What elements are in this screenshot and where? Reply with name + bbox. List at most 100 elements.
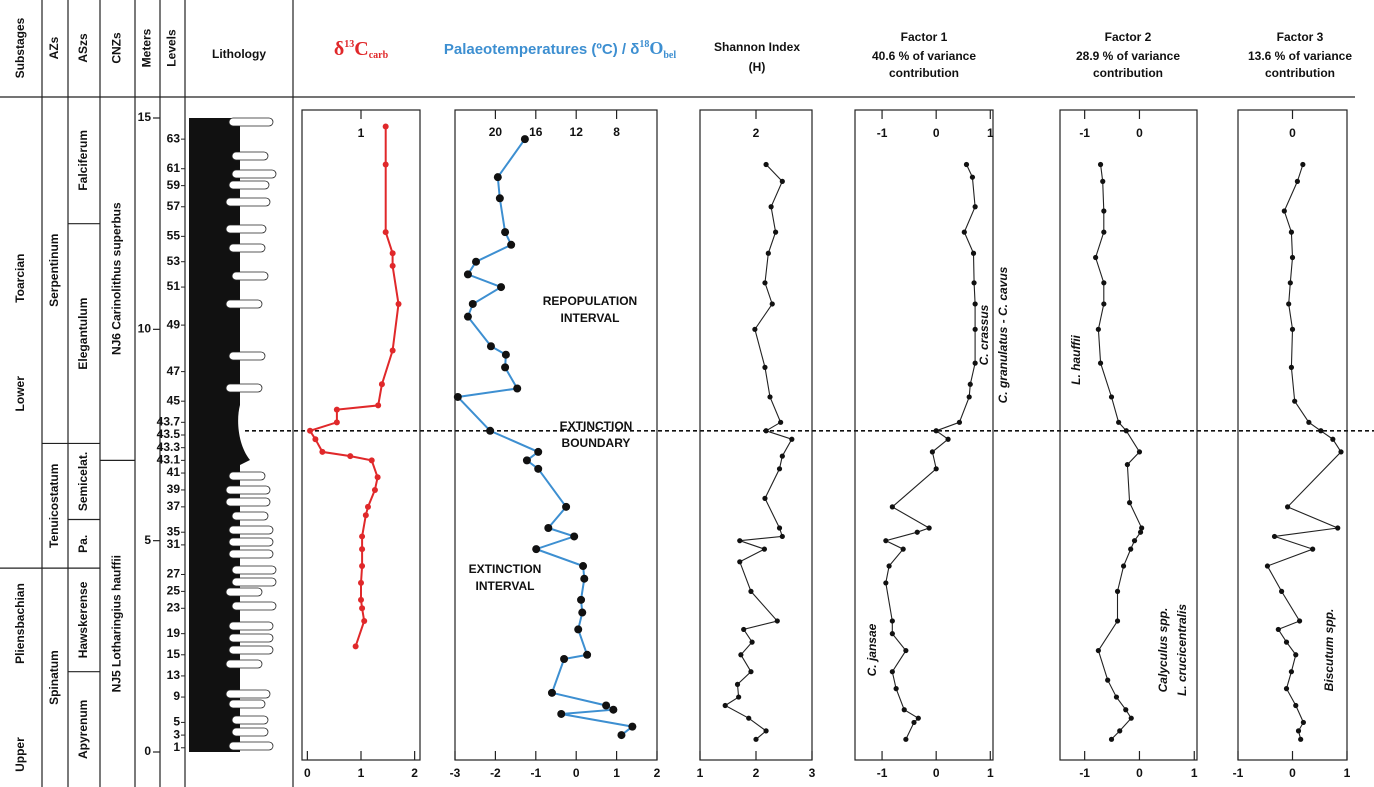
- profile-point: [1300, 161, 1306, 168]
- profile-point: [307, 427, 314, 434]
- profile-point: [972, 204, 978, 210]
- panel-subtitle: 40.6 % of variance: [872, 49, 976, 63]
- title-part: carb: [369, 50, 389, 61]
- lithology-bed: [225, 485, 271, 495]
- annotation: EXTINCTION: [469, 562, 542, 576]
- profile-point: [468, 299, 477, 308]
- profile-point: [574, 625, 583, 634]
- level-label: 23: [167, 600, 181, 614]
- profile-point: [368, 457, 375, 464]
- zone-label: Apyrenum: [76, 700, 90, 759]
- x-tick-label: 0: [1289, 766, 1296, 780]
- profile-point: [889, 631, 895, 637]
- level-label: 41: [167, 465, 181, 479]
- profile-point: [463, 270, 472, 279]
- column-header: Substages: [13, 17, 27, 78]
- profile-point: [762, 280, 768, 286]
- lithology-bed: [225, 383, 263, 393]
- lithology-bed: [231, 601, 277, 611]
- profile-point: [969, 174, 976, 180]
- level-label: 25: [167, 584, 181, 598]
- x-tick-label: 0: [1136, 766, 1143, 780]
- profile-point: [901, 707, 907, 713]
- level-label: 51: [167, 279, 181, 293]
- profile-point: [1310, 546, 1316, 552]
- panel-frame: [1059, 109, 1198, 761]
- panel-subtitle: (H): [749, 60, 766, 74]
- panel-subtitle: 28.9 % of variance: [1076, 49, 1180, 63]
- profile-point: [749, 639, 755, 645]
- profile-point: [1271, 533, 1278, 540]
- profile-point: [1293, 652, 1299, 658]
- profile-point: [883, 538, 889, 544]
- profile-point: [734, 681, 741, 687]
- profile-point: [722, 702, 728, 709]
- column-header: AZs: [47, 36, 61, 59]
- profile-point: [486, 342, 495, 351]
- profile-point: [364, 503, 371, 510]
- profile-point: [1288, 669, 1295, 675]
- title-part: δ: [334, 38, 344, 60]
- profile-point: [463, 312, 472, 321]
- annotation: C. jansae: [865, 623, 879, 676]
- level-label: 45: [167, 393, 181, 407]
- profile-point: [333, 419, 340, 426]
- lithology-bed: [228, 180, 270, 190]
- profile-point: [1097, 360, 1104, 366]
- profile-point: [926, 525, 932, 531]
- profile-point: [544, 523, 553, 532]
- profile-point: [362, 512, 369, 519]
- profile-point: [374, 474, 381, 481]
- profile-point: [1128, 546, 1134, 552]
- profile-point: [1338, 449, 1344, 455]
- profile-point: [737, 559, 743, 565]
- profile-point: [753, 736, 759, 742]
- lithology-column: [189, 118, 233, 752]
- x-tick-top-label: 0: [1136, 126, 1143, 140]
- zone-label: Semicelat.: [76, 452, 90, 511]
- zone-label: NJ5 Lotharingius hauffii: [110, 555, 124, 692]
- profile-point: [501, 350, 510, 359]
- profile-point: [1295, 728, 1302, 734]
- lithology-bed: [228, 645, 274, 655]
- profile-point: [1279, 588, 1285, 594]
- column-header: Meters: [140, 28, 154, 67]
- profile-point: [359, 605, 366, 612]
- profile-point: [495, 194, 504, 203]
- profile-point: [382, 123, 389, 130]
- profile-point: [501, 228, 510, 237]
- zone-label: NJ6 Carinolithus superbus: [110, 202, 124, 355]
- annotation: L. crucicentralis: [1175, 604, 1189, 696]
- profile-point: [570, 532, 579, 541]
- profile-point: [382, 161, 389, 168]
- x-tick-top-label: 0: [933, 126, 940, 140]
- panel-title: Factor 1: [901, 30, 948, 44]
- profile-point: [312, 436, 319, 443]
- profile-point: [1283, 686, 1290, 692]
- profile-point: [534, 464, 543, 473]
- profile-point: [903, 647, 909, 654]
- profile-point: [779, 453, 785, 459]
- profile-point: [971, 280, 977, 286]
- lithology-bed: [228, 471, 266, 481]
- profile-point: [972, 360, 978, 366]
- lithology-bed: [225, 587, 263, 597]
- profile-point: [1117, 728, 1123, 734]
- profile-point: [1284, 504, 1291, 510]
- x-tick-label: -1: [1233, 766, 1244, 780]
- level-label: 31: [167, 537, 181, 551]
- profile-point: [352, 643, 359, 650]
- lithology-bed: [228, 117, 274, 127]
- x-tick-top-label: 0: [1289, 126, 1296, 140]
- profile-line: [884, 164, 976, 740]
- x-tick-label: 2: [753, 766, 760, 780]
- profile-point: [1097, 161, 1104, 168]
- profile-point: [769, 301, 775, 307]
- profile-point: [741, 626, 747, 633]
- x-tick-label: -1: [1079, 766, 1090, 780]
- panel-title: δ13Ccarb: [334, 38, 389, 61]
- lithology-bed: [228, 741, 274, 751]
- x-tick-label: 1: [358, 766, 365, 780]
- level-label: 47: [167, 364, 181, 378]
